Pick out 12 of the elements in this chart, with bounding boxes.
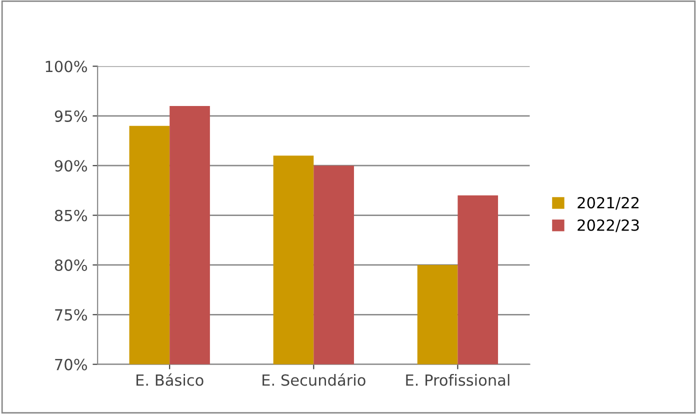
y-tick-label: 100%	[46, 60, 88, 72]
x-tick-label: E. Secundário	[262, 373, 366, 386]
legend-label: 2022/23	[578, 219, 639, 232]
y-tick-label: 80%	[54, 259, 88, 271]
y-tick-label: 75%	[55, 309, 88, 321]
x-tick-label: E. Básico	[136, 373, 204, 386]
x-tick-label: E. Profissional	[406, 374, 510, 386]
legend-label: 2021/22	[578, 196, 638, 210]
y-tick-label: 70%	[55, 358, 88, 370]
y-tick-label: 85%	[54, 210, 88, 222]
y-tick-label: 95%	[54, 110, 88, 122]
y-tick-label: 90%	[54, 160, 88, 172]
